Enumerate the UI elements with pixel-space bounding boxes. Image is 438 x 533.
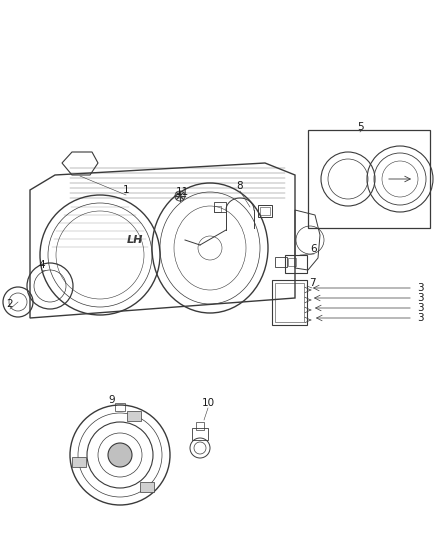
Text: 3: 3 [417,283,423,293]
Bar [127,410,141,421]
Text: 8: 8 [237,181,244,191]
Text: 2: 2 [7,299,13,309]
Bar [115,403,125,411]
Bar [272,280,307,325]
Text: 6: 6 [311,244,317,254]
Text: 3: 3 [417,313,423,323]
Bar [196,422,204,430]
Text: 10: 10 [201,398,215,408]
Bar [192,428,208,440]
Text: 1: 1 [123,185,129,195]
Text: 9: 9 [109,395,115,405]
Bar [214,202,226,212]
Bar [140,482,154,492]
Bar [285,255,307,273]
Bar [275,257,287,267]
Text: 4: 4 [39,260,45,270]
Bar [275,283,304,322]
Text: 3: 3 [417,303,423,313]
Text: LH: LH [127,235,143,245]
Text: 7: 7 [309,278,315,288]
Bar [288,258,296,266]
Bar [258,205,272,217]
Bar [260,207,270,215]
Bar [214,206,221,212]
Circle shape [108,443,132,467]
Text: 3: 3 [417,293,423,303]
Bar [72,457,86,467]
Text: 5: 5 [357,122,363,132]
Text: 11: 11 [175,187,189,197]
Bar [308,130,430,228]
